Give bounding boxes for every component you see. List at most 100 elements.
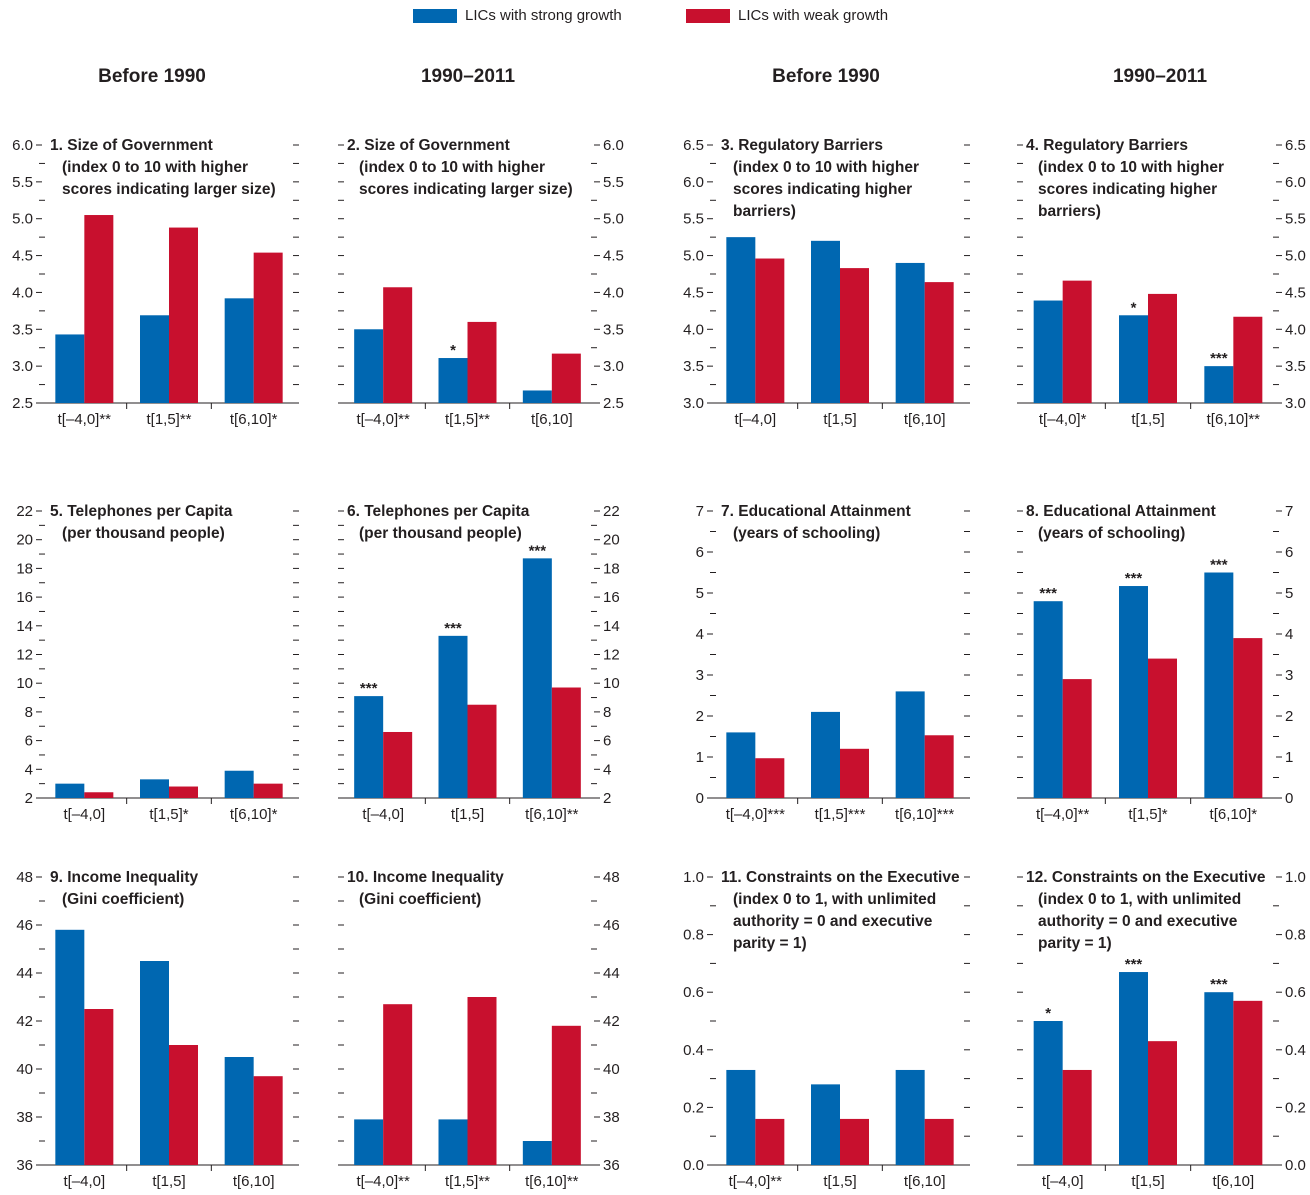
bar-weak-growth-2 bbox=[467, 997, 497, 1165]
y-tick-label: 7 bbox=[1285, 503, 1293, 520]
bar-weak-growth-2 bbox=[1148, 293, 1177, 403]
panel-title: 6. Telephones per Capita bbox=[347, 503, 530, 520]
y-tick-label: 44 bbox=[603, 965, 620, 982]
y-tick-label: 38 bbox=[603, 1109, 620, 1126]
significance-stars: *** bbox=[1125, 956, 1143, 973]
bar-strong-growth-2 bbox=[438, 635, 468, 798]
y-tick-label: 40 bbox=[603, 1061, 620, 1078]
bar-weak-growth-1 bbox=[1062, 280, 1092, 403]
x-tick-label: t[1,5]** bbox=[445, 411, 490, 428]
panel-subtitle: authority = 0 and executive bbox=[1038, 913, 1238, 930]
panel-subtitle: parity = 1) bbox=[1038, 935, 1112, 952]
y-tick-label: 16 bbox=[16, 589, 33, 606]
y-tick-label: 2.5 bbox=[603, 395, 624, 412]
x-tick-label: t[6,10] bbox=[904, 411, 946, 428]
y-tick-label: 0.6 bbox=[683, 984, 704, 1001]
x-tick-label: t[–4,0]*** bbox=[726, 806, 785, 823]
significance-stars: * bbox=[450, 342, 456, 359]
significance-stars: *** bbox=[1125, 570, 1143, 587]
y-tick-label: 36 bbox=[603, 1157, 620, 1174]
x-tick-label: t[1,5]** bbox=[445, 1173, 490, 1190]
significance-stars: *** bbox=[1039, 585, 1057, 602]
y-tick-label: 3.5 bbox=[1285, 358, 1306, 375]
y-tick-label: 12 bbox=[603, 647, 620, 664]
bar-strong-growth-2 bbox=[438, 1119, 468, 1165]
bar-strong-growth-3 bbox=[522, 558, 552, 798]
bar-weak-growth-2 bbox=[840, 748, 869, 798]
bar-weak-growth-3 bbox=[551, 1025, 581, 1165]
x-tick-label: t[–4,0]** bbox=[58, 411, 112, 428]
panel-title: 3. Regulatory Barriers bbox=[721, 137, 883, 154]
bar-weak-growth-2 bbox=[1148, 658, 1177, 798]
y-tick-label: 48 bbox=[603, 869, 620, 886]
bar-strong-growth-1 bbox=[726, 237, 756, 403]
panel-subtitle: (index 0 to 10 with higher bbox=[1038, 159, 1224, 176]
x-tick-label: t[6,10]* bbox=[230, 806, 278, 823]
panel-subtitle: scores indicating larger size) bbox=[62, 181, 276, 198]
x-tick-label: t[–4,0] bbox=[63, 806, 105, 823]
panel-subtitle: (index 0 to 10 with higher bbox=[62, 159, 248, 176]
y-tick-label: 5.0 bbox=[603, 211, 624, 228]
bar-strong-growth-2 bbox=[1119, 315, 1148, 403]
panel-subtitle: (per thousand people) bbox=[359, 525, 522, 542]
panel-subtitle: scores indicating higher bbox=[1038, 181, 1217, 198]
bar-weak-growth-2 bbox=[169, 1045, 198, 1165]
x-tick-label: t[1,5]* bbox=[1128, 806, 1167, 823]
bar-strong-growth-3 bbox=[895, 262, 925, 403]
panel-subtitle: parity = 1) bbox=[733, 935, 807, 952]
y-tick-label: 0 bbox=[696, 790, 704, 807]
panel-subtitle: (Gini coefficient) bbox=[359, 891, 481, 908]
y-tick-label: 0.0 bbox=[1285, 1157, 1306, 1174]
y-tick-label: 3 bbox=[1285, 667, 1293, 684]
y-tick-label: 8 bbox=[25, 704, 33, 721]
y-tick-label: 1 bbox=[696, 749, 704, 766]
column-header-4: 1990–2011 bbox=[1112, 66, 1208, 87]
chart-panel-1: 2.5 3.0 3.5 4.0 4.5 5.0 5.5 6.0 t[–4,0]** t[1,5]*… bbox=[12, 137, 299, 428]
panel-title: 7. Educational Attainment bbox=[721, 503, 911, 520]
panel-title: 11. Constraints on the Executive bbox=[721, 869, 960, 886]
y-tick-label: 0.4 bbox=[1285, 1042, 1306, 1059]
bar-strong-growth-3 bbox=[1204, 572, 1234, 798]
bar-weak-growth-1 bbox=[383, 287, 413, 403]
x-tick-label: t[1,5] bbox=[1131, 411, 1164, 428]
x-tick-label: t[1,5] bbox=[823, 1173, 856, 1190]
bar-strong-growth-2 bbox=[811, 1084, 840, 1165]
x-tick-label: t[–4,0]** bbox=[729, 1173, 783, 1190]
y-tick-label: 2.5 bbox=[12, 395, 33, 412]
y-tick-label: 7 bbox=[696, 503, 704, 520]
y-tick-label: 4 bbox=[696, 626, 704, 643]
bar-weak-growth-3 bbox=[1233, 316, 1263, 403]
chart-panel-12: 0.0 0.2 0.4 0.6 0.8 1.0 * t[–4,0] *** t[1,5] *** t[… bbox=[1017, 869, 1306, 1190]
y-tick-label: 5.5 bbox=[1285, 211, 1306, 228]
x-tick-label: t[1,5]** bbox=[146, 411, 191, 428]
bar-weak-growth-1 bbox=[383, 1004, 413, 1165]
bar-strong-growth-1 bbox=[1033, 601, 1063, 798]
y-tick-label: 6.0 bbox=[683, 174, 704, 191]
bar-weak-growth-1 bbox=[1062, 679, 1092, 798]
x-tick-label: t[6,10]** bbox=[525, 806, 579, 823]
y-tick-label: 0.2 bbox=[1285, 1099, 1306, 1116]
bar-weak-growth-3 bbox=[924, 735, 954, 798]
significance-stars: *** bbox=[529, 542, 547, 559]
bar-strong-growth-3 bbox=[1204, 366, 1234, 403]
chart-panel-7: 0 1 2 3 4 5 6 7 t[–4,0]*** t[1,5]*** t[6,10]*** 7. … bbox=[696, 503, 970, 823]
bar-strong-growth-2 bbox=[140, 961, 169, 1165]
y-tick-label: 2 bbox=[1285, 708, 1293, 725]
panel-subtitle: (per thousand people) bbox=[62, 525, 225, 542]
bar-weak-growth-2 bbox=[169, 786, 198, 798]
y-tick-label: 4.5 bbox=[683, 284, 704, 301]
y-tick-label: 6 bbox=[696, 544, 704, 561]
chart-panel-2: 2.5 3.0 3.5 4.0 4.5 5.0 5.5 6.0 t[–4,0]** * t[1,5]… bbox=[338, 137, 624, 428]
chart-panel-4: 3.0 3.5 4.0 4.5 5.0 5.5 6.0 6.5 t[–4,0]* * t[1,5] *… bbox=[1017, 137, 1306, 428]
significance-stars: * bbox=[1131, 299, 1137, 316]
chart-panel-9: 36 38 40 42 44 46 48 t[–4,0] t[1,5] t[6,10] 9. Inc… bbox=[16, 869, 299, 1190]
panel-subtitle: (index 0 to 10 with higher bbox=[359, 159, 545, 176]
chart-panel-6: 2 4 6 8 10 12 14 16 18 20 22 *** t[–4,0] *** t[1,5] ***… bbox=[338, 503, 620, 823]
bar-strong-growth-1 bbox=[1033, 300, 1063, 403]
legend-item-strong: LICs with strong growth bbox=[413, 7, 622, 24]
bar-strong-growth-1 bbox=[55, 334, 85, 403]
x-tick-label: t[–4,0]* bbox=[1039, 411, 1087, 428]
column-header-1: Before 1990 bbox=[98, 66, 206, 87]
y-tick-label: 2 bbox=[603, 790, 611, 807]
y-tick-label: 16 bbox=[603, 589, 620, 606]
